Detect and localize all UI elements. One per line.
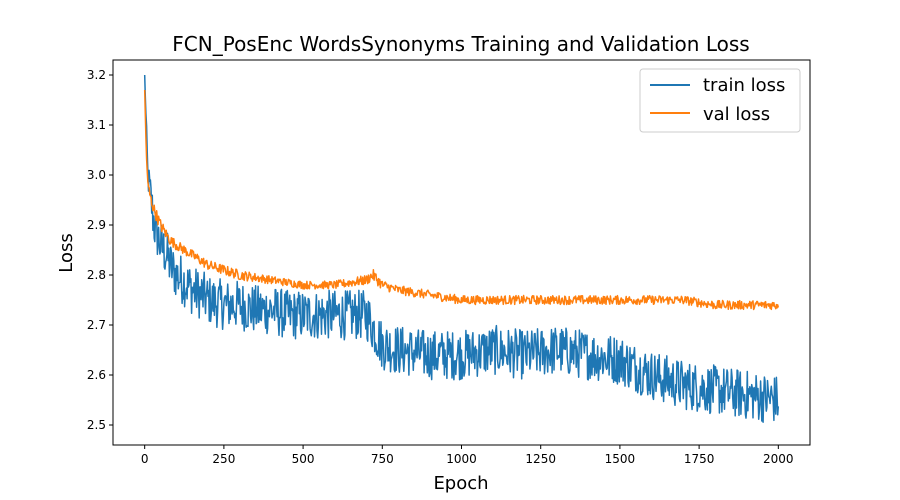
y-tick-label: 2.8 [87,268,106,282]
chart-title: FCN_PosEnc WordsSynonyms Training and Va… [172,32,749,56]
x-tick-label: 500 [292,452,315,466]
y-tick-label: 3.2 [87,68,106,82]
series-line-val-loss [143,89,780,311]
y-tick-label: 3.1 [87,118,106,132]
y-tick-label: 2.7 [87,318,106,332]
x-tick-label: 0 [141,452,149,466]
x-tick-label: 1250 [525,452,556,466]
x-tick-label: 2000 [763,452,794,466]
y-tick-label: 3.0 [87,168,106,182]
y-tick-label: 2.6 [87,368,106,382]
data-layer [143,74,780,423]
x-tick-label: 1000 [446,452,477,466]
x-axis-ticks: 0 250 500 750 1000 1250 1500 1750 2000 [141,445,794,466]
x-tick-label: 1500 [605,452,636,466]
legend: train loss val loss [639,68,801,133]
y-axis-label: Loss [56,233,77,272]
legend-label-val-loss: val loss [703,104,770,125]
series-line-train-loss [143,74,780,423]
y-tick-label: 2.9 [87,218,106,232]
legend-label-train-loss: train loss [703,75,785,96]
x-tick-label: 750 [371,452,394,466]
plot-frame [112,59,811,446]
x-axis-label: Epoch [433,473,488,494]
y-axis-ticks: 2.5 2.6 2.7 2.8 2.9 3.0 3.1 3.2 [87,68,113,432]
x-tick-label: 250 [212,452,235,466]
x-tick-label: 1750 [684,452,715,466]
y-tick-label: 2.5 [87,418,106,432]
